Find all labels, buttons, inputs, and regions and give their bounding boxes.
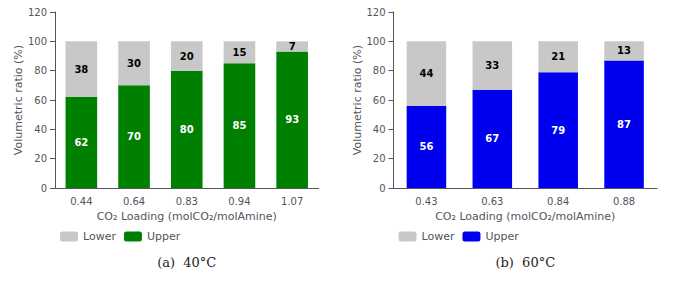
svg-text:79: 79 (551, 125, 565, 136)
svg-text:Upper: Upper (485, 230, 519, 243)
svg-text:30: 30 (127, 58, 141, 69)
svg-text:40: 40 (373, 124, 386, 135)
svg-text:100: 100 (366, 36, 385, 47)
svg-text:15: 15 (232, 47, 246, 58)
svg-text:0.88: 0.88 (613, 196, 635, 207)
svg-text:(a) 40°C: (a) 40°C (157, 255, 216, 270)
svg-text:44: 44 (419, 68, 433, 79)
svg-text:Upper: Upper (147, 230, 181, 243)
svg-text:38: 38 (74, 64, 88, 75)
svg-text:62: 62 (74, 137, 88, 148)
svg-text:7: 7 (289, 41, 296, 52)
svg-text:70: 70 (127, 131, 141, 142)
svg-text:60: 60 (34, 95, 47, 106)
svg-text:40: 40 (34, 124, 47, 135)
svg-text:120: 120 (28, 7, 47, 18)
svg-text:21: 21 (551, 51, 565, 62)
svg-text:100: 100 (28, 36, 47, 47)
svg-text:80: 80 (34, 65, 47, 76)
svg-text:93: 93 (285, 114, 299, 125)
svg-text:20: 20 (373, 153, 386, 164)
svg-text:60: 60 (373, 95, 386, 106)
svg-text:Volumetric ratio (%): Volumetric ratio (%) (351, 45, 364, 155)
svg-text:67: 67 (485, 133, 499, 144)
svg-text:0.44: 0.44 (70, 196, 92, 207)
svg-text:Lower: Lower (422, 230, 455, 243)
svg-text:0.63: 0.63 (481, 196, 503, 207)
svg-text:85: 85 (232, 120, 246, 131)
svg-text:20: 20 (180, 51, 194, 62)
svg-text:0.84: 0.84 (547, 196, 569, 207)
svg-text:Volumetric ratio (%): Volumetric ratio (%) (12, 45, 25, 155)
svg-text:80: 80 (180, 124, 194, 135)
svg-text:0.43: 0.43 (415, 196, 437, 207)
svg-text:80: 80 (373, 65, 386, 76)
svg-text:120: 120 (366, 7, 385, 18)
svg-text:0: 0 (41, 183, 47, 194)
svg-text:CO₂ Loading (molCO₂/molAmine): CO₂ Loading (molCO₂/molAmine) (435, 210, 615, 223)
svg-text:0: 0 (379, 183, 385, 194)
svg-text:CO₂ Loading (molCO₂/molAmine): CO₂ Loading (molCO₂/molAmine) (97, 210, 277, 223)
svg-text:(b) 60°C: (b) 60°C (495, 255, 555, 270)
svg-text:56: 56 (419, 141, 433, 152)
svg-text:87: 87 (617, 119, 631, 130)
svg-text:0.83: 0.83 (176, 196, 198, 207)
svg-text:13: 13 (617, 45, 631, 56)
svg-text:20: 20 (34, 153, 47, 164)
svg-text:0.94: 0.94 (228, 196, 250, 207)
svg-text:33: 33 (485, 60, 499, 71)
svg-text:1.07: 1.07 (281, 196, 303, 207)
svg-text:Lower: Lower (83, 230, 116, 243)
svg-text:0.64: 0.64 (123, 196, 145, 207)
